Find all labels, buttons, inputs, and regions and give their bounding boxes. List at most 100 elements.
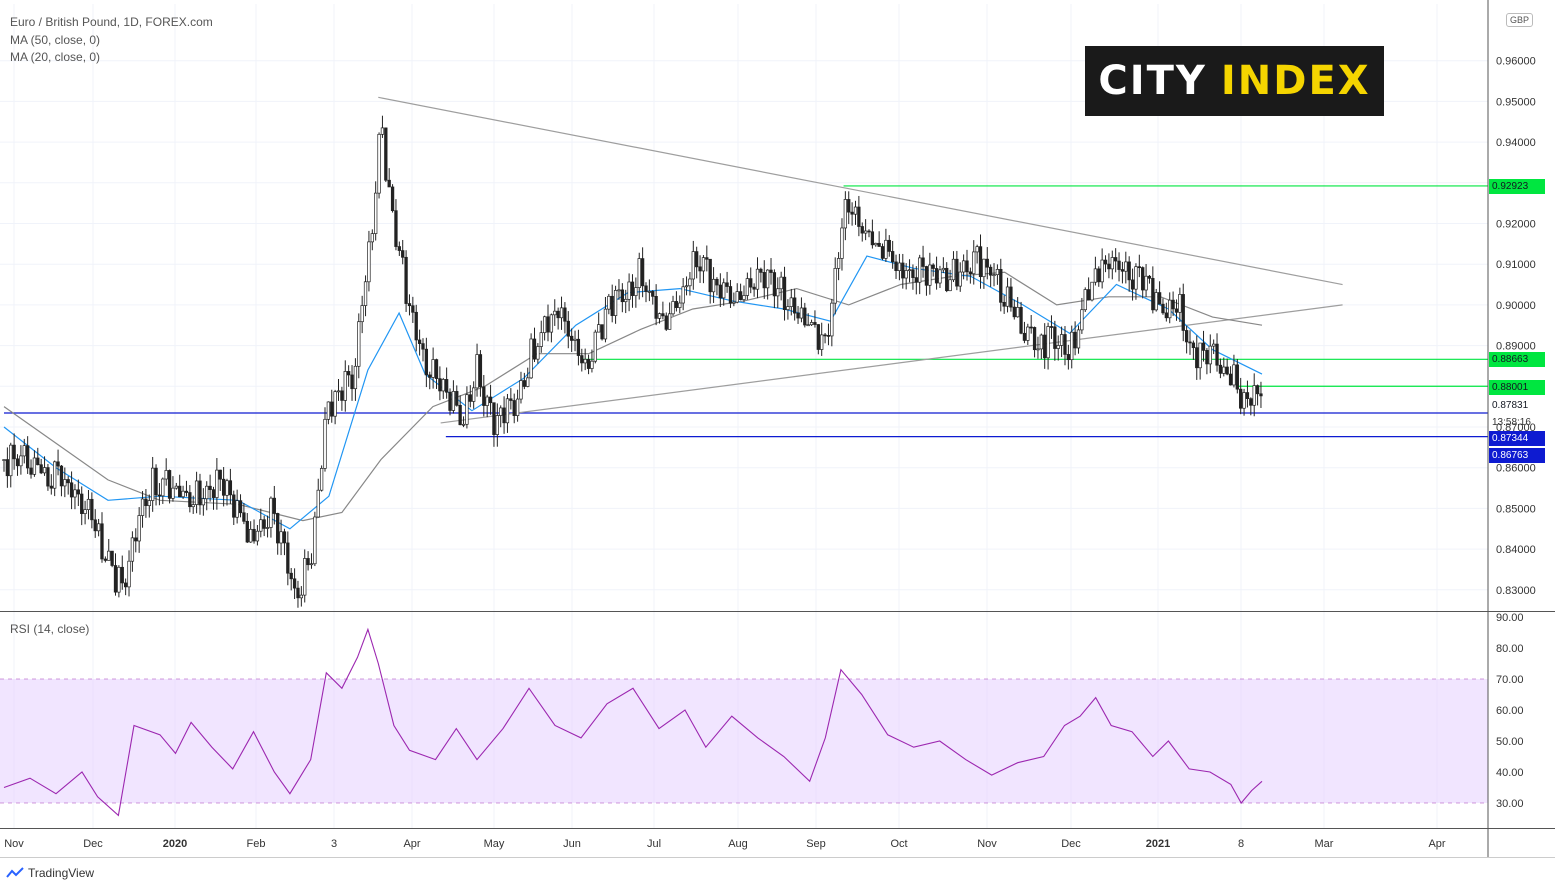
candle-body [522,380,527,387]
price-tick-label: 0.96000 [1496,56,1536,68]
candle-body [941,267,945,271]
candle-body [951,258,956,281]
price-tick-label: 0.90000 [1496,300,1536,312]
candle-body [468,394,472,402]
price-tick-label: 0.86000 [1496,463,1536,475]
candle-body [1215,343,1219,366]
candle-body [539,332,543,347]
candle-body [961,260,966,273]
candle-body [624,298,628,303]
ma50-legend[interactable]: MA (50, close, 0) [10,33,101,47]
rsi-tick-label: 80.00 [1496,643,1524,655]
candle-body [1151,277,1155,311]
candle-body [661,313,665,317]
bar-countdown: 13:58:16 [1492,417,1531,428]
candle-body [235,500,239,518]
rsi-tick-label: 70.00 [1496,674,1524,686]
candle-body [83,509,87,514]
candle-body [985,258,989,268]
candle-body [384,127,388,181]
candle-body [127,560,131,588]
rsi-tick-label: 40.00 [1496,767,1524,779]
candle-body [532,338,537,360]
candle-body [276,513,280,544]
candle-body [928,264,932,286]
candle-body [613,290,618,316]
candle-body [526,377,530,387]
candle-body [367,241,371,283]
candle-body [1039,334,1043,350]
candle-body [637,258,641,288]
tradingview-label: TradingView [28,866,95,880]
candle-body [536,346,540,360]
tradingview-brand[interactable]: TradingView [6,866,94,880]
candle-body [73,489,77,498]
candle-body [19,455,23,467]
candle-body [472,387,476,402]
city-index-logo: CITY INDEX [1085,46,1384,116]
candle-body [292,578,297,589]
price-tick-label: 0.89000 [1496,341,1536,353]
candle-body [370,233,374,243]
candle-body [640,258,645,287]
candle-body [309,563,314,566]
candle-body [1184,330,1189,343]
candle-body [674,301,679,308]
price-tick-label: 0.92000 [1496,219,1536,231]
candle-body [441,379,445,392]
candle-body [380,127,385,135]
currency-badge[interactable]: GBP [1506,13,1534,27]
candle-body [103,558,108,561]
time-tick-label: 8 [1238,838,1244,850]
candle-body [556,310,560,319]
candle-body [603,308,608,340]
candle-body [353,365,358,390]
candle-body [96,523,101,532]
candle-body [968,271,973,275]
candle-body [1147,275,1152,279]
time-tick-label: May [484,838,505,850]
candle-body [174,485,178,489]
candle-body [698,266,702,272]
candle-body [1212,343,1216,347]
candle-body [1157,292,1162,305]
candle-body [93,519,97,532]
ma20-legend[interactable]: MA (20, close, 0) [10,50,101,64]
candle-body [1201,342,1206,351]
candle-body [151,467,155,501]
candle-body [1107,263,1111,270]
time-tick-label: Jul [647,838,661,850]
candle-body [938,269,942,284]
candle-body [39,464,43,474]
candle-body [728,286,733,304]
candle-body [211,489,216,498]
candle-body [705,257,709,260]
candle-body [745,278,750,296]
candle-body [1249,398,1253,406]
rsi-legend[interactable]: RSI (14, close) [10,622,90,636]
candle-body [249,528,253,543]
candle-body [265,527,270,529]
candle-body [1171,299,1175,310]
candle-body [242,512,246,522]
candle-body [860,226,864,234]
candle-body [590,360,594,369]
candle-body [1235,364,1239,390]
price-tick-label: 0.95000 [1496,96,1536,108]
candle-body [347,371,351,376]
candle-body [580,355,584,364]
candle-body [667,313,672,330]
price-badge-1: 0.88663 [1489,352,1545,367]
candle-body [931,264,935,269]
candle-body [1198,342,1202,369]
candle-body [66,479,70,484]
candle-body [1245,392,1250,399]
candle-body [918,257,922,283]
price-tick-label: 0.84000 [1496,544,1536,556]
candle-body [438,378,442,392]
candle-body [15,458,20,467]
candle-body [2,459,6,461]
candle-body [1188,341,1192,344]
candle-body [749,278,753,288]
